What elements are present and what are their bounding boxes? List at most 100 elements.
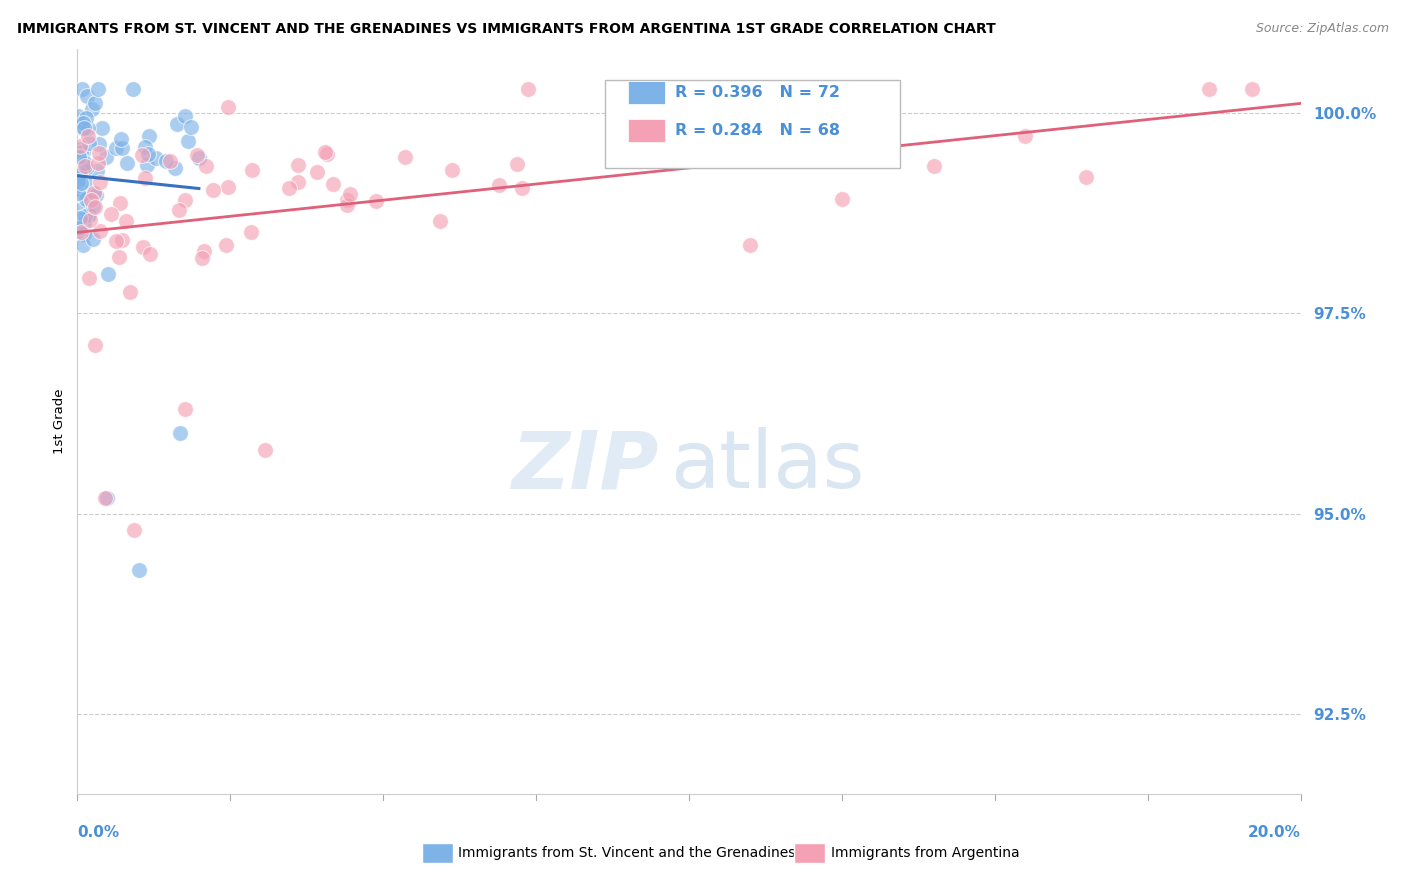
Point xyxy=(73,216,96,230)
Point xyxy=(89,224,111,238)
Point xyxy=(105,234,128,248)
Point xyxy=(315,146,337,161)
Point xyxy=(110,132,132,146)
Point xyxy=(165,161,187,175)
Point xyxy=(287,158,309,172)
Point xyxy=(516,82,538,96)
Point xyxy=(75,159,97,173)
Point xyxy=(111,141,134,155)
Point xyxy=(287,175,309,189)
Point xyxy=(217,180,239,194)
Point xyxy=(174,194,197,208)
Point xyxy=(322,177,344,191)
Point xyxy=(429,214,451,228)
Point xyxy=(136,146,159,161)
Point xyxy=(67,202,90,217)
Text: IMMIGRANTS FROM ST. VINCENT AND THE GRENADINES VS IMMIGRANTS FROM ARGENTINA 1ST : IMMIGRANTS FROM ST. VINCENT AND THE GREN… xyxy=(17,22,995,37)
Point xyxy=(67,160,90,174)
Point xyxy=(67,149,90,163)
Point xyxy=(1014,129,1036,144)
Point xyxy=(70,121,93,136)
Point xyxy=(506,157,529,171)
Text: 0.0%: 0.0% xyxy=(77,825,120,840)
Point xyxy=(115,156,138,170)
Point xyxy=(740,237,762,252)
Point xyxy=(1240,82,1263,96)
Point xyxy=(364,194,387,208)
Point xyxy=(73,164,96,178)
Point xyxy=(89,175,111,189)
Point xyxy=(510,181,533,195)
Point xyxy=(122,82,145,96)
Point xyxy=(83,186,105,200)
Point xyxy=(70,225,93,239)
Point xyxy=(77,195,100,210)
Point xyxy=(187,151,209,165)
Point xyxy=(82,199,104,213)
Point xyxy=(339,187,361,202)
Point xyxy=(138,247,160,261)
Text: Immigrants from St. Vincent and the Grenadines: Immigrants from St. Vincent and the Gren… xyxy=(458,846,796,860)
Point xyxy=(100,207,122,221)
Point xyxy=(69,167,91,181)
Point xyxy=(110,233,132,247)
Point xyxy=(167,202,190,217)
Point xyxy=(79,212,101,227)
Point xyxy=(70,161,93,175)
Text: R = 0.396   N = 72: R = 0.396 N = 72 xyxy=(675,86,839,100)
Point xyxy=(215,238,238,252)
Point xyxy=(84,338,107,352)
Point xyxy=(72,116,94,130)
Text: ZIP: ZIP xyxy=(510,427,658,505)
Point xyxy=(134,140,156,154)
Point xyxy=(77,271,100,285)
Point xyxy=(136,158,159,172)
Point xyxy=(77,207,100,221)
Point xyxy=(67,186,90,200)
Text: R = 0.284   N = 68: R = 0.284 N = 68 xyxy=(675,123,839,137)
Point xyxy=(94,491,117,505)
Point xyxy=(186,147,208,161)
Point xyxy=(155,154,177,169)
Point xyxy=(132,240,155,254)
Point xyxy=(84,96,107,111)
Point xyxy=(75,175,97,189)
Text: 20.0%: 20.0% xyxy=(1247,825,1301,840)
Point xyxy=(67,221,90,235)
Point xyxy=(159,154,181,169)
Point xyxy=(66,178,89,192)
Point xyxy=(138,128,160,143)
Point xyxy=(128,563,150,577)
Point xyxy=(69,142,91,156)
Point xyxy=(104,141,127,155)
Point xyxy=(91,120,114,135)
Point xyxy=(76,89,98,103)
Point xyxy=(66,110,89,124)
Point xyxy=(1198,82,1220,96)
Point xyxy=(87,145,110,160)
Point xyxy=(97,267,120,281)
Point xyxy=(169,426,191,441)
Point xyxy=(193,244,215,258)
Point xyxy=(201,183,224,197)
Point xyxy=(69,177,91,191)
Point xyxy=(87,82,110,96)
Point xyxy=(831,192,853,206)
Point xyxy=(67,150,90,164)
Point xyxy=(69,183,91,197)
Point xyxy=(84,200,107,214)
Point xyxy=(75,155,97,169)
Point xyxy=(1076,170,1098,185)
Point xyxy=(314,145,336,159)
Point xyxy=(174,402,197,417)
Point xyxy=(336,198,359,212)
Point xyxy=(73,227,96,241)
Point xyxy=(89,137,111,152)
Point xyxy=(69,145,91,159)
Point xyxy=(441,163,464,178)
Point xyxy=(77,120,100,135)
Point xyxy=(108,250,131,264)
Point xyxy=(166,117,188,131)
Point xyxy=(176,134,198,148)
Point xyxy=(174,108,197,122)
